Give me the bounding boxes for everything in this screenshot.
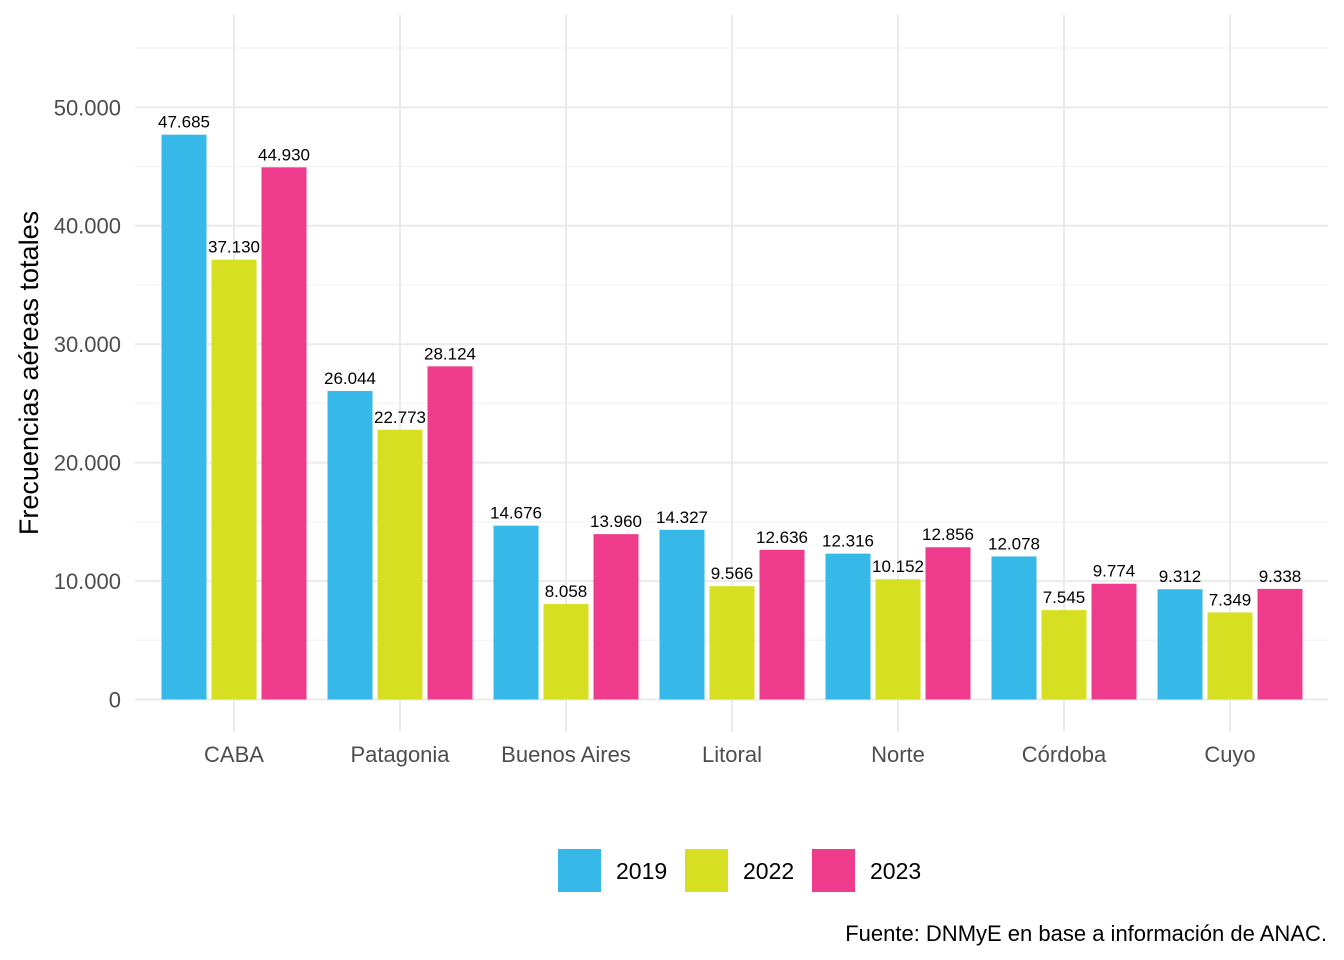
x-tick-label: Buenos Aires	[501, 742, 631, 767]
legend: 2019 2022 2023	[558, 849, 921, 892]
data-label: 44.930	[258, 145, 310, 164]
data-label: 10.152	[872, 557, 924, 576]
data-label: 12.856	[922, 525, 974, 544]
y-tick-label: 10.000	[54, 569, 121, 594]
bar-2019-caba	[161, 134, 207, 700]
x-tick-label: Córdoba	[1022, 742, 1107, 767]
bar-2022-cuyo	[1207, 612, 1253, 700]
data-label: 12.316	[822, 532, 874, 551]
y-axis: 0 10.000 20.000 30.000 40.000 50.000	[54, 95, 121, 712]
data-label: 26.044	[324, 369, 376, 388]
bar-2022-buenos-aires	[543, 604, 589, 700]
data-label: 13.960	[590, 512, 642, 531]
x-tick-label: Norte	[871, 742, 925, 767]
data-label: 37.130	[208, 238, 260, 257]
x-tick-label: Litoral	[702, 742, 762, 767]
bar-2022-córdoba	[1041, 610, 1087, 700]
y-tick-label: 30.000	[54, 332, 121, 357]
data-label: 22.773	[374, 408, 426, 427]
bar-2023-buenos-aires	[593, 534, 639, 700]
bar-2019-litoral	[659, 529, 705, 700]
data-label: 14.676	[490, 504, 542, 523]
chart-caption: Fuente: DNMyE en base a información de A…	[845, 921, 1327, 946]
data-label: 47.685	[158, 113, 210, 132]
y-tick-label: 0	[109, 688, 121, 713]
legend-key-2022	[685, 849, 728, 892]
data-label: 8.058	[545, 582, 588, 601]
bar-2019-patagonia	[327, 391, 373, 700]
legend-label-2019: 2019	[616, 858, 667, 884]
legend-key-2023	[812, 849, 855, 892]
x-axis: CABA Patagonia Buenos Aires Litoral Norte Cór…	[204, 742, 1256, 767]
bar-2022-caba	[211, 259, 257, 700]
bar-2023-norte	[925, 547, 971, 700]
x-tick-label: CABA	[204, 742, 264, 767]
data-labels: 47.685 26.044 14.676 14.327 12.316 12.078 9.31…	[158, 113, 1301, 610]
x-tick-label: Cuyo	[1204, 742, 1255, 767]
bar-2019-buenos-aires	[493, 525, 539, 700]
bar-2023-litoral	[759, 549, 805, 700]
bar-2023-caba	[261, 167, 307, 700]
y-tick-label: 50.000	[54, 95, 121, 120]
bar-2019-norte	[825, 553, 871, 700]
data-label: 28.124	[424, 344, 476, 363]
data-label: 9.566	[711, 564, 754, 583]
data-label: 7.349	[1209, 590, 1252, 609]
bar-2023-cuyo	[1257, 588, 1303, 700]
x-tick-label: Patagonia	[350, 742, 450, 767]
y-tick-label: 40.000	[54, 214, 121, 239]
data-label: 9.338	[1259, 567, 1302, 586]
y-axis-title: Frecuencias aéreas totales	[14, 211, 44, 535]
legend-label-2022: 2022	[743, 858, 794, 884]
data-label: 12.078	[988, 534, 1040, 553]
y-tick-label: 20.000	[54, 451, 121, 476]
data-label: 7.545	[1043, 588, 1086, 607]
bar-2022-litoral	[709, 586, 755, 700]
bar-2023-patagonia	[427, 366, 473, 700]
bar-2022-norte	[875, 579, 921, 700]
data-label: 9.312	[1159, 567, 1202, 586]
bar-2019-córdoba	[991, 556, 1037, 700]
bar-2023-córdoba	[1091, 583, 1137, 700]
bar-2022-patagonia	[377, 429, 423, 700]
legend-key-2019	[558, 849, 601, 892]
bar-2019-cuyo	[1157, 589, 1203, 700]
legend-label-2023: 2023	[870, 858, 921, 884]
data-label: 14.327	[656, 508, 708, 527]
bars	[161, 134, 1303, 700]
data-label: 12.636	[756, 528, 808, 547]
data-label: 9.774	[1093, 562, 1136, 581]
